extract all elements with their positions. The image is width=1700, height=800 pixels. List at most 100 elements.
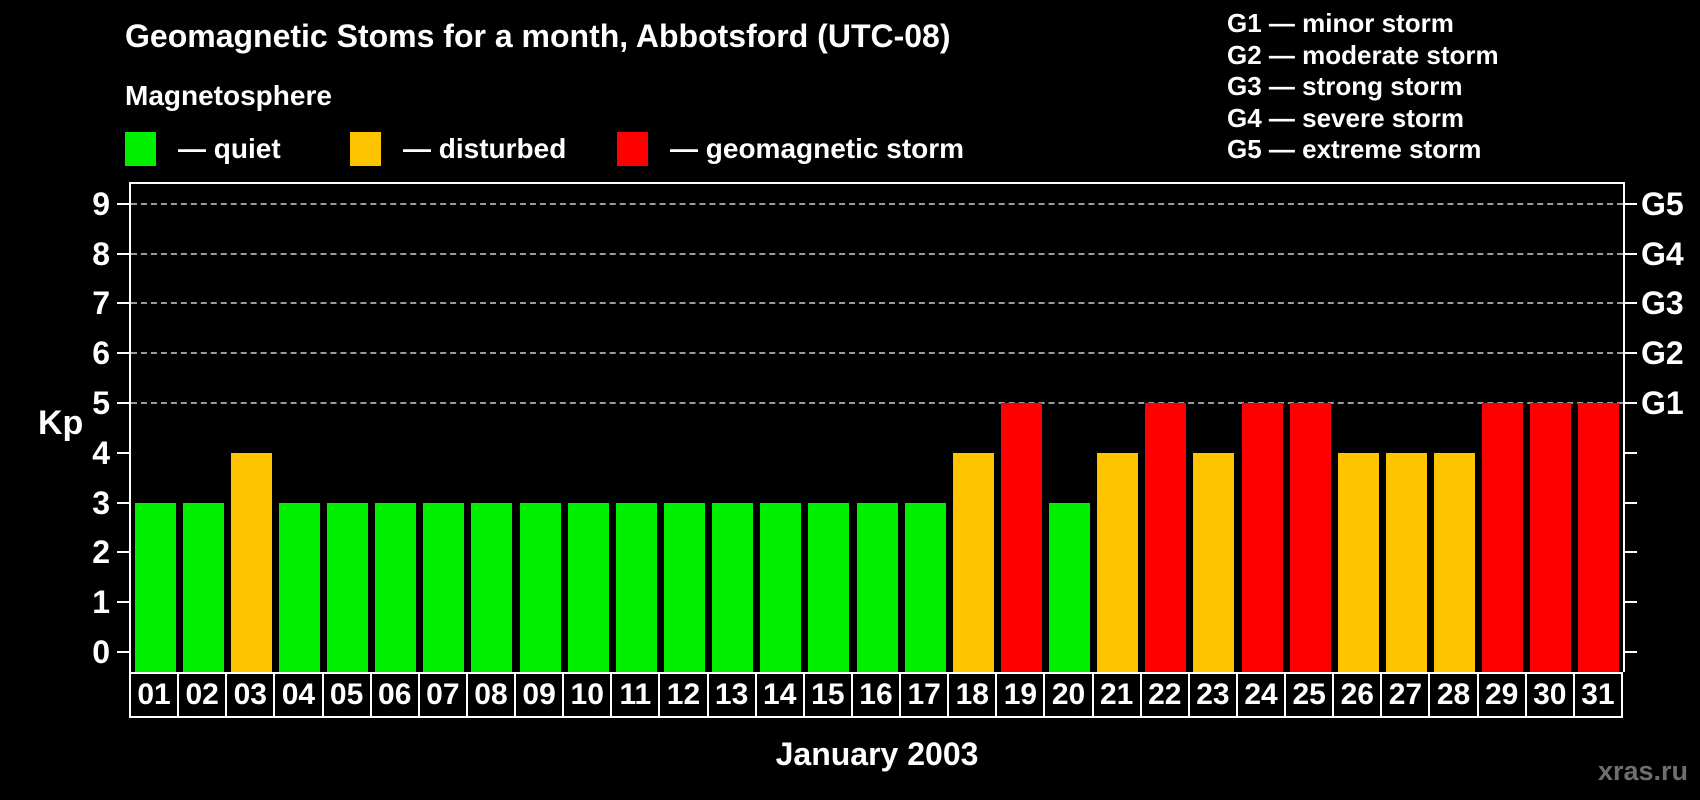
right-axis-tick-1 — [1623, 601, 1637, 604]
x-axis-day-17: 17 — [899, 672, 950, 718]
right-axis-tick-0 — [1623, 651, 1637, 653]
x-axis-day-08: 08 — [465, 672, 517, 718]
bar-day-20 — [1049, 502, 1091, 672]
y-axis-label-8: 8 — [92, 235, 110, 272]
right-axis-tick-6 — [1623, 352, 1637, 355]
gridline-kp-5 — [131, 402, 1623, 404]
bar-day-01 — [134, 502, 176, 672]
bar-day-02 — [182, 502, 224, 672]
bar-day-14 — [760, 502, 802, 672]
legend-label-quiet: — quiet — [178, 133, 281, 164]
y-axis-label-6: 6 — [92, 335, 110, 372]
x-axis-day-25: 25 — [1284, 672, 1335, 718]
bar-day-13 — [712, 502, 754, 672]
x-axis-day-12: 12 — [658, 672, 709, 718]
left-axis-tick-3 — [117, 501, 131, 504]
bar-day-23 — [1193, 452, 1235, 672]
bar-day-24 — [1241, 403, 1283, 672]
g-scale-line-g1: G1 — minor storm — [1227, 8, 1454, 38]
bar-day-09 — [519, 502, 561, 672]
y-axis-label-9: 9 — [92, 185, 110, 222]
bar-day-15 — [808, 502, 850, 672]
gridline-kp-6 — [131, 352, 1623, 355]
legend-swatch-quiet — [125, 132, 156, 166]
legend-label-disturbed: — disturbed — [403, 133, 567, 164]
left-axis-tick-6 — [117, 352, 131, 355]
bar-day-05 — [327, 502, 369, 672]
x-axis-day-23: 23 — [1187, 672, 1238, 718]
legend-swatch-storm — [617, 132, 648, 166]
g-scale-line-g4: G4 — severe storm — [1227, 102, 1465, 133]
g-scale-legend: G1 — minor storm G2 — moderate storm G3 … — [1227, 8, 1499, 166]
left-axis-tick-1 — [117, 601, 131, 604]
g-scale-line-g5: G5 — extreme storm — [1227, 134, 1482, 164]
x-axis-day-04: 04 — [273, 672, 324, 718]
x-axis-day-10: 10 — [562, 672, 613, 718]
bar-day-22 — [1145, 403, 1187, 672]
bar-day-10 — [567, 502, 609, 672]
x-axis-day-24: 24 — [1235, 672, 1287, 718]
bar-day-18 — [952, 452, 994, 672]
x-axis-day-18: 18 — [947, 672, 998, 718]
bar-day-29 — [1482, 403, 1524, 672]
bar-day-04 — [278, 502, 320, 672]
legend-item-quiet: — quiet — [125, 130, 281, 168]
x-axis-day-28: 28 — [1428, 672, 1479, 718]
x-axis-day-26: 26 — [1332, 672, 1383, 718]
right-axis-label-g3: G3 — [1641, 285, 1684, 322]
y-axis-label-3: 3 — [92, 484, 110, 521]
gridline-kp-7 — [131, 302, 1623, 305]
bar-day-26 — [1337, 452, 1379, 672]
y-axis-title: Kp — [38, 404, 84, 442]
right-axis-tick-5 — [1623, 402, 1637, 404]
legend-swatch-disturbed — [350, 132, 381, 166]
right-axis-label-g1: G1 — [1641, 385, 1684, 421]
x-axis-day-22: 22 — [1139, 672, 1190, 718]
x-axis-day-30: 30 — [1524, 672, 1575, 718]
left-axis-tick-4 — [117, 451, 131, 454]
bar-day-25 — [1289, 403, 1331, 672]
g-scale-line-g3: G3 — strong storm — [1227, 71, 1463, 101]
right-axis-tick-7 — [1623, 302, 1637, 305]
y-axis-label-5: 5 — [92, 385, 110, 421]
x-axis-day-01: 01 — [129, 672, 180, 718]
bar-day-08 — [471, 502, 513, 672]
x-axis-day-31: 31 — [1572, 672, 1623, 718]
legend-label-storm: — geomagnetic storm — [670, 133, 965, 164]
left-axis-tick-7 — [117, 302, 131, 305]
legend-heading: Magnetosphere — [125, 80, 332, 111]
bar-day-31 — [1578, 403, 1620, 672]
right-axis-tick-9 — [1623, 202, 1637, 205]
x-axis-day-06: 06 — [369, 672, 420, 718]
x-axis-day-27: 27 — [1380, 672, 1431, 718]
bar-day-16 — [856, 502, 898, 672]
bar-day-27 — [1385, 452, 1427, 672]
gridline-kp-9 — [131, 202, 1623, 205]
x-axis-day-15: 15 — [802, 672, 853, 718]
legend-item-storm: — geomagnetic storm — [617, 130, 964, 168]
bar-day-12 — [663, 502, 705, 672]
y-axis-label-2: 2 — [92, 534, 110, 571]
right-axis-label-g2: G2 — [1641, 335, 1684, 372]
legend-item-disturbed: — disturbed — [350, 130, 566, 168]
left-axis-tick-2 — [117, 551, 131, 554]
gridline-kp-8 — [131, 252, 1623, 255]
left-axis-tick-0 — [117, 651, 131, 653]
bar-day-11 — [615, 502, 657, 672]
x-axis-day-29: 29 — [1476, 672, 1527, 718]
y-axis-label-7: 7 — [92, 285, 110, 322]
chart-title: Geomagnetic Stoms for a month, Abbotsfor… — [125, 18, 951, 54]
bar-day-28 — [1434, 452, 1476, 672]
bar-day-21 — [1097, 452, 1139, 672]
x-axis-day-02: 02 — [177, 672, 228, 718]
x-axis-day-20: 20 — [1043, 672, 1094, 718]
left-axis-tick-5 — [117, 402, 131, 404]
x-axis-day-05: 05 — [321, 672, 372, 718]
y-axis-label-4: 4 — [92, 434, 110, 471]
bar-day-03 — [230, 452, 272, 672]
right-axis-tick-4 — [1623, 451, 1637, 454]
x-axis-day-13: 13 — [706, 672, 757, 718]
bar-day-30 — [1530, 403, 1572, 672]
x-axis-day-03: 03 — [225, 672, 276, 718]
